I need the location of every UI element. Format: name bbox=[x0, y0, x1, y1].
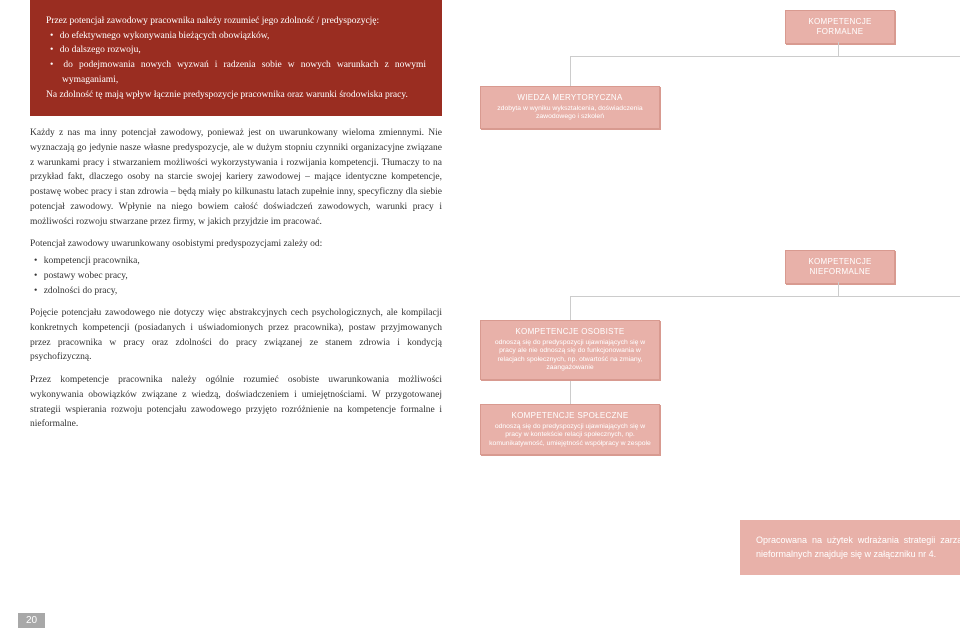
page-number: 20 bbox=[18, 613, 45, 628]
connector bbox=[570, 56, 571, 86]
definition-box: Przez potencjał zawodowy pracownika nale… bbox=[30, 0, 442, 116]
definition-intro: Przez potencjał zawodowy pracownika nale… bbox=[46, 14, 426, 29]
node-title: KOMPETENCJE OSOBISTE bbox=[489, 327, 651, 337]
right-column: KOMPETENCJE FORMALNE WIEDZA MERYTORYCZNA… bbox=[460, 0, 960, 636]
node-title: KOMPETENCJE FORMALNE bbox=[794, 17, 886, 37]
node-nieformalne: KOMPETENCJE NIEFORMALNE bbox=[785, 250, 895, 284]
list-item: zdolności do pracy, bbox=[46, 284, 442, 299]
list-item: postawy wobec pracy, bbox=[46, 269, 442, 284]
connector bbox=[570, 56, 960, 57]
connector bbox=[570, 296, 960, 297]
definition-item: do efektywnego wykonywania bieżących obo… bbox=[62, 29, 426, 44]
definition-list: do efektywnego wykonywania bieżących obo… bbox=[46, 29, 426, 88]
definition-outro: Na zdolność tę mają wpływ łącznie predys… bbox=[46, 88, 426, 103]
node-title: KOMPETENCJE NIEFORMALNE bbox=[794, 257, 886, 277]
node-desc: odnoszą się do predyspozycji ujawniający… bbox=[489, 423, 651, 448]
node-title: WIEDZA MERYTORYCZNA bbox=[489, 93, 651, 103]
paragraph-4: Przez kompetencje pracownika należy ogól… bbox=[30, 373, 442, 432]
node-osobiste: KOMPETENCJE OSOBISTE odnoszą się do pred… bbox=[480, 320, 660, 380]
paragraph-2-list: kompetencji pracownika, postawy wobec pr… bbox=[30, 254, 442, 298]
node-desc: odnoszą się do predyspozycji ujawniający… bbox=[489, 339, 651, 373]
list-item: kompetencji pracownika, bbox=[46, 254, 442, 269]
paragraph-1: Każdy z nas ma inny potencjał zawodowy, … bbox=[30, 126, 442, 229]
connector bbox=[838, 42, 839, 56]
footer-note: Opracowana na użytek wdrażania strategii… bbox=[740, 520, 960, 575]
connector bbox=[838, 282, 839, 296]
definition-item: do podejmowania nowych wyzwań i radzenia… bbox=[62, 58, 426, 87]
connector bbox=[570, 296, 571, 320]
node-title: KOMPETENCJE SPOŁECZNE bbox=[489, 411, 651, 421]
connector bbox=[570, 380, 571, 404]
node-spoleczne: KOMPETENCJE SPOŁECZNE odnoszą się do pre… bbox=[480, 404, 660, 455]
node-desc: zdobyta w wyniku wykształcenia, doświadc… bbox=[489, 105, 651, 122]
node-formalne: KOMPETENCJE FORMALNE bbox=[785, 10, 895, 44]
paragraph-2-intro: Potencjał zawodowy uwarunkowany osobisty… bbox=[30, 237, 442, 252]
node-wiedza: WIEDZA MERYTORYCZNA zdobyta w wyniku wyk… bbox=[480, 86, 660, 129]
definition-item: do dalszego rozwoju, bbox=[62, 43, 426, 58]
paragraph-3: Pojęcie potencjału zawodowego nie dotycz… bbox=[30, 306, 442, 365]
left-column: Przez potencjał zawodowy pracownika nale… bbox=[0, 0, 460, 636]
